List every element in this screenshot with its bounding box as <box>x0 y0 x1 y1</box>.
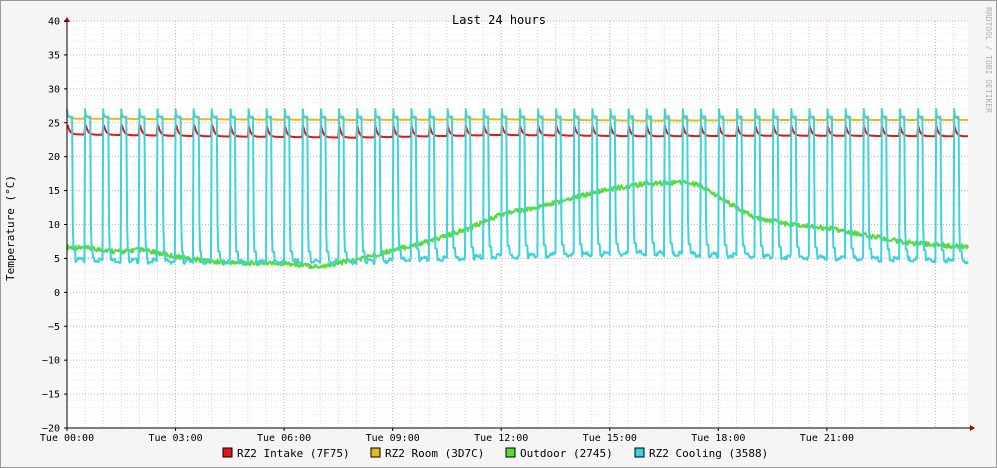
y-tick-label: 35 <box>48 50 60 61</box>
legend-swatch <box>222 447 233 458</box>
y-tick-label: 5 <box>54 254 60 265</box>
x-tick-label: Tue 21:00 <box>800 433 854 444</box>
legend: RZ2 Intake (7F75) RZ2 Room (3D7C) Outdoor … <box>222 447 768 460</box>
y-tick-label: 0 <box>54 288 60 299</box>
legend-swatch <box>634 447 645 458</box>
legend-label: RZ2 Cooling (3588) <box>649 447 768 460</box>
x-tick-label: Tue 12:00 <box>474 433 528 444</box>
y-tick-label: 25 <box>48 118 60 129</box>
cooling-line <box>66 108 969 266</box>
x-tick-label: Tue 03:00 <box>148 433 202 444</box>
y-tick-label: 15 <box>48 186 60 197</box>
grid <box>66 20 968 429</box>
x-tick-label: Tue 15:00 <box>583 433 637 444</box>
y-tick-label: 40 <box>48 17 60 28</box>
x-tick-label: Tue 00:00 <box>40 433 94 444</box>
legend-label: RZ2 Intake (7F75) <box>237 447 350 460</box>
y-tick-label: −20 <box>42 424 60 435</box>
y-tick-label: 30 <box>48 84 60 95</box>
legend-swatch <box>505 447 516 458</box>
x-tick-label: Tue 09:00 <box>366 433 420 444</box>
y-tick-label: −5 <box>48 322 60 333</box>
legend-label: Outdoor (2745) <box>520 447 613 460</box>
y-axis-label: Temperature (°C) <box>4 175 17 281</box>
y-tick-label: −10 <box>42 356 60 367</box>
outdoor-line <box>66 179 969 270</box>
y-tick-labels: 40 35 30 25 20 15 10 5 0 −5 −10 −15 −20 <box>42 17 67 435</box>
series-lines <box>66 108 969 270</box>
y-tick-label: 20 <box>48 152 60 163</box>
x-tick-label: Tue 06:00 <box>257 433 311 444</box>
legend-label: RZ2 Room (3D7C) <box>385 447 484 460</box>
legend-swatch <box>370 447 381 458</box>
watermark: RRDTOOL / TOBI OETIKER <box>984 7 993 113</box>
x-tick-label: Tue 18:00 <box>691 433 745 444</box>
y-tick-label: −15 <box>42 390 60 401</box>
chart-title: Last 24 hours <box>452 13 546 27</box>
x-tick-labels: Tue 00:00 Tue 03:00 Tue 06:00 Tue 09:00 Tue … <box>40 428 854 444</box>
y-tick-label: 10 <box>48 220 60 231</box>
